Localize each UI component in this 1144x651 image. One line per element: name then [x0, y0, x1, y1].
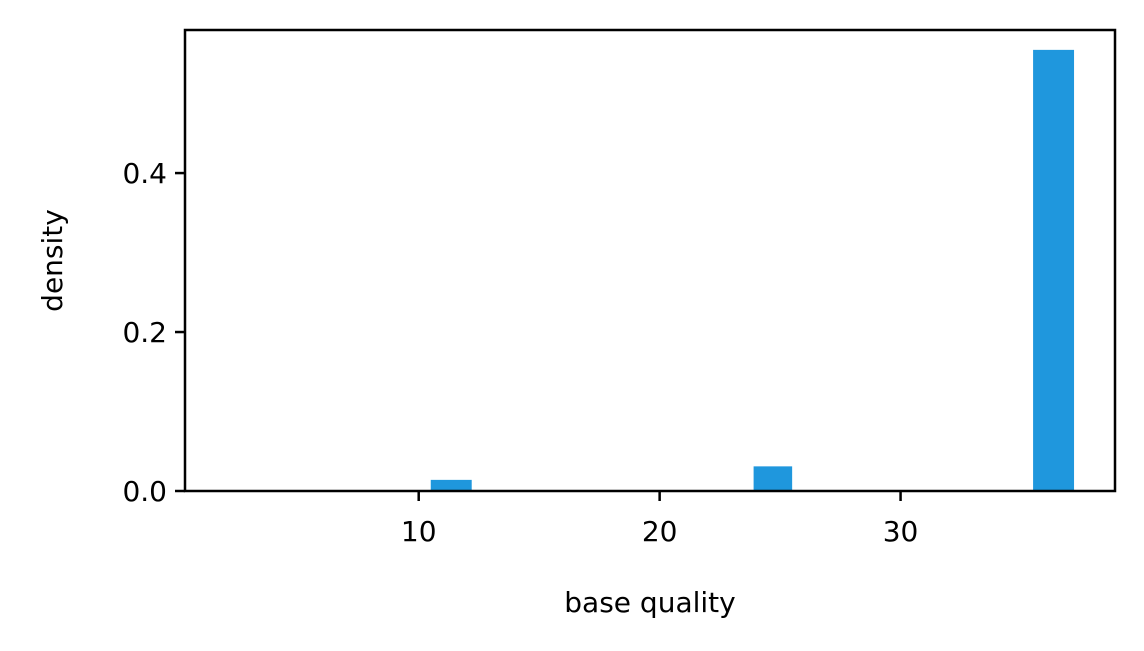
x-axis-label: base quality — [564, 586, 735, 619]
histogram-bar — [430, 479, 472, 491]
y-axis-ticks: 0.0 0.2 0.4 — [122, 157, 185, 508]
plot-frame — [183, 28, 1117, 493]
x-tick-label: 10 — [401, 515, 437, 548]
x-tick-label: 30 — [883, 515, 919, 548]
y-tick-label: 0.2 — [122, 316, 167, 349]
y-tick-label: 0.0 — [122, 475, 167, 508]
histogram-bar — [753, 466, 793, 491]
y-axis-label: density — [36, 209, 69, 312]
x-tick-label: 20 — [642, 515, 678, 548]
x-axis-ticks: 10 20 30 — [401, 491, 919, 548]
bars-group — [430, 49, 1075, 491]
y-tick-label: 0.4 — [122, 157, 167, 190]
histogram-bar — [1033, 49, 1075, 491]
